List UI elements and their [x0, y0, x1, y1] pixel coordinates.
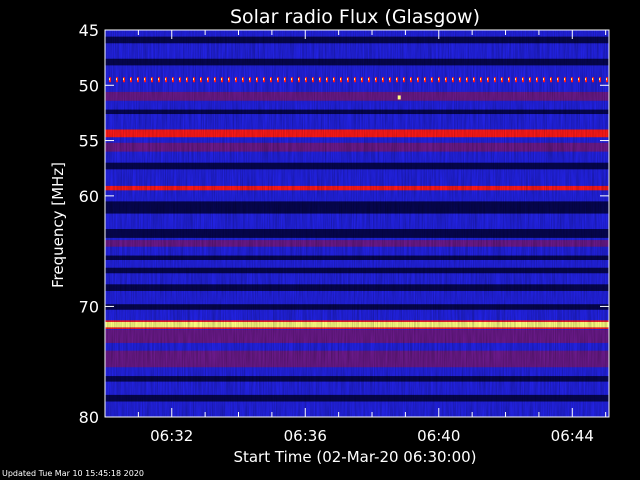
- band-dot-core: [193, 78, 194, 81]
- band-dot-core: [207, 78, 208, 81]
- x-tick-label: 06:36: [284, 427, 327, 445]
- band-dot-core: [403, 78, 404, 81]
- plot-frame: [104, 29, 610, 418]
- y-tick-label: 55: [79, 132, 99, 151]
- band-dot-core: [249, 78, 250, 81]
- band-dot-core: [508, 78, 509, 81]
- band-dot-core: [431, 78, 432, 81]
- band-dot-core: [361, 78, 362, 81]
- band-dot-core: [151, 78, 152, 81]
- band-dot-core: [235, 78, 236, 81]
- band-dot-core: [410, 78, 411, 81]
- y-axis-label: Frequency [MHz]: [49, 162, 67, 288]
- band-dot-core: [550, 78, 551, 81]
- band-dot-core: [109, 78, 110, 81]
- band-dot-core: [571, 78, 572, 81]
- band-dot-core: [494, 78, 495, 81]
- band-dot-core: [529, 78, 530, 81]
- band-dot-core: [333, 78, 334, 81]
- y-tick-label: 70: [79, 297, 99, 316]
- band-dot-core: [564, 78, 565, 81]
- x-axis-label: Start Time (02-Mar-20 06:30:00): [233, 448, 476, 466]
- band-dot-core: [312, 78, 313, 81]
- x-tick-label: 06:44: [551, 427, 594, 445]
- band-dot-core: [165, 78, 166, 81]
- band-dot-core: [186, 78, 187, 81]
- band-dot-core: [305, 78, 306, 81]
- band-dot-core: [347, 78, 348, 81]
- x-tick-label: 06:40: [417, 427, 460, 445]
- band-dot-core: [137, 78, 138, 81]
- band-dot-core: [172, 78, 173, 81]
- band-dot-core: [116, 78, 117, 81]
- band-dot-core: [368, 78, 369, 81]
- band-dot-core: [487, 78, 488, 81]
- band-dot-core: [473, 78, 474, 81]
- band-dot-core: [158, 78, 159, 81]
- plot-noise-overlay: [105, 30, 609, 417]
- band-dot-core: [123, 78, 124, 81]
- band-dot-core: [298, 78, 299, 81]
- band-dot-core: [536, 78, 537, 81]
- band-dot-core: [214, 78, 215, 81]
- band-dot-core: [466, 78, 467, 81]
- band-dot-core: [445, 78, 446, 81]
- band-dot-core: [417, 78, 418, 81]
- band-dot-core: [543, 78, 544, 81]
- band-dot-core: [326, 78, 327, 81]
- band-dot-core: [375, 78, 376, 81]
- band-dot-core: [592, 78, 593, 81]
- band-dot-core: [270, 78, 271, 81]
- band-dot-core: [599, 78, 600, 81]
- band-dot-core: [144, 78, 145, 81]
- x-tick-label: 06:32: [150, 427, 193, 445]
- band-dot-core: [284, 78, 285, 81]
- band-dot-core: [228, 78, 229, 81]
- burst-point: [397, 95, 401, 100]
- band-dot-core: [459, 78, 460, 81]
- band-dot-core: [291, 78, 292, 81]
- band-dot-core: [389, 78, 390, 81]
- band-dot-core: [242, 78, 243, 81]
- band-dot-core: [354, 78, 355, 81]
- band-dot-core: [221, 78, 222, 81]
- band-dot-core: [263, 78, 264, 81]
- y-tick-label: 45: [79, 21, 99, 40]
- band-dot-core: [438, 78, 439, 81]
- band-dot-core: [319, 78, 320, 81]
- band-dot-core: [396, 78, 397, 81]
- band-dot-core: [130, 78, 131, 81]
- band-dot-core: [515, 78, 516, 81]
- band-dot-core: [424, 78, 425, 81]
- y-tick-label: 50: [79, 76, 99, 95]
- band-dot-core: [480, 78, 481, 81]
- band-dot-core: [606, 78, 607, 81]
- band-dot-core: [200, 78, 201, 81]
- band-dot-core: [382, 78, 383, 81]
- band-dot-core: [501, 78, 502, 81]
- band-dot-core: [277, 78, 278, 81]
- band-dot-core: [578, 78, 579, 81]
- y-tick-label: 80: [79, 408, 99, 427]
- band-dot-core: [340, 78, 341, 81]
- y-tick-label: 60: [79, 187, 99, 206]
- band-dot-core: [256, 78, 257, 81]
- chart-title: Solar radio Flux (Glasgow): [230, 6, 480, 28]
- band-dot-core: [585, 78, 586, 81]
- band-dot-core: [179, 78, 180, 81]
- band-dot-core: [452, 78, 453, 81]
- band-dot-core: [522, 78, 523, 81]
- band-dot-core: [557, 78, 558, 81]
- footer-updated-text: Updated Tue Mar 10 15:45:18 2020: [2, 469, 144, 478]
